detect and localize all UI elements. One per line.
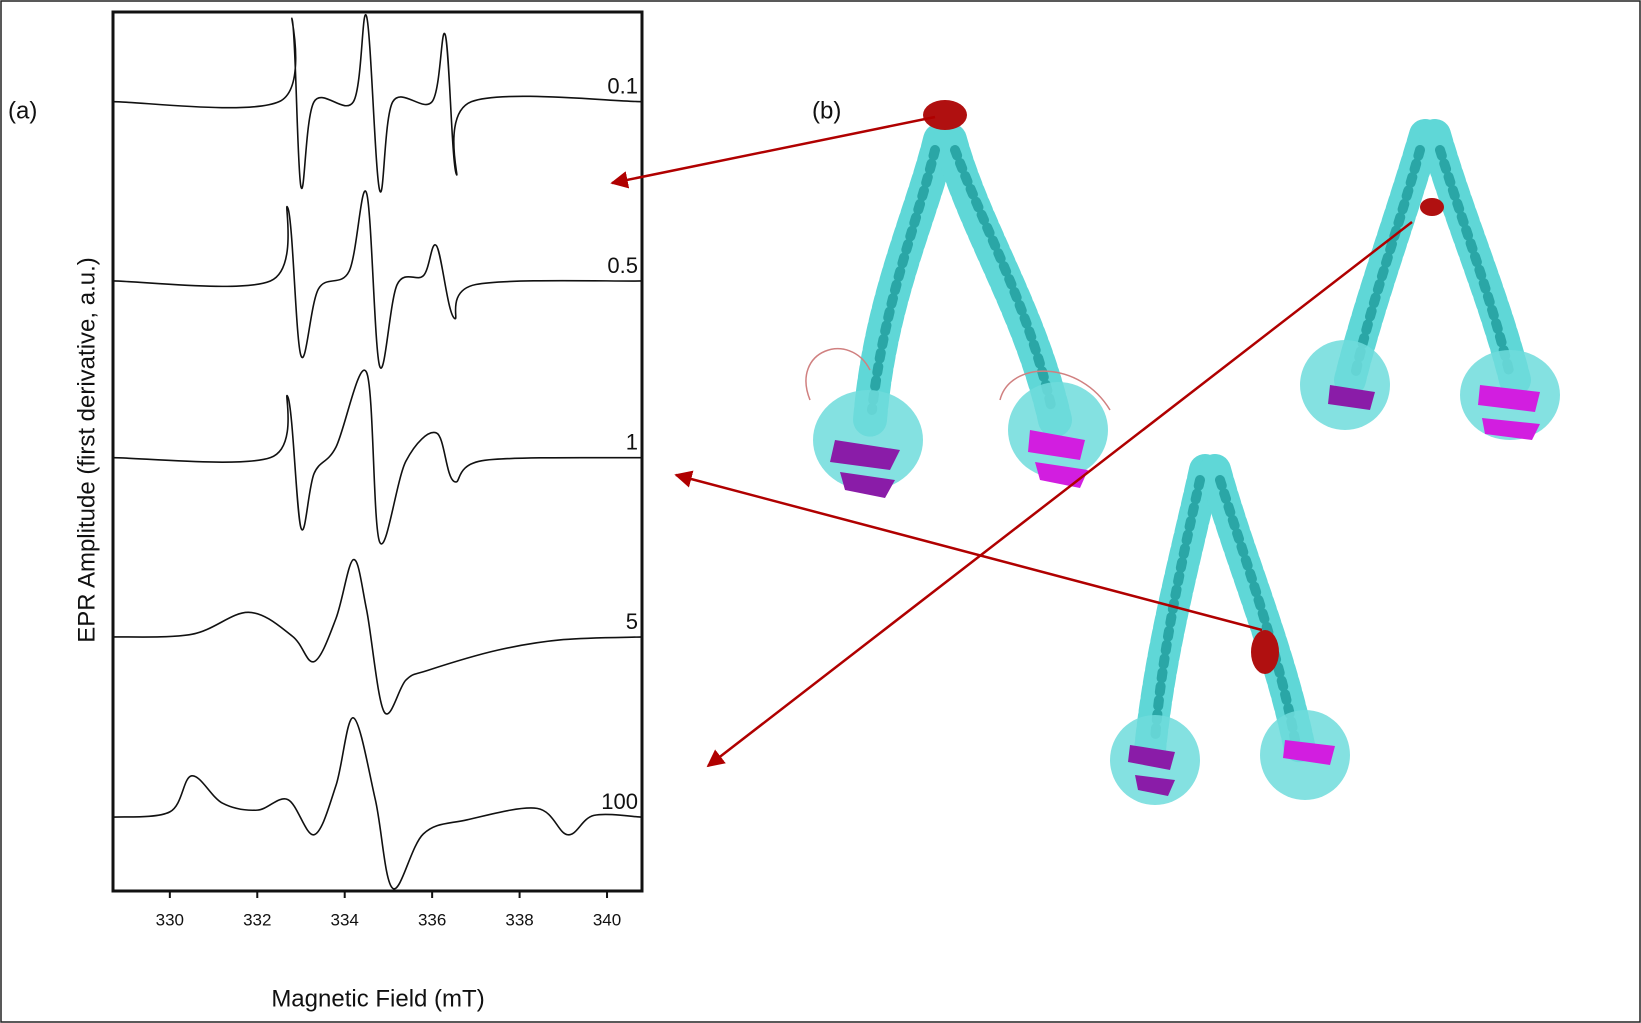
panel-label: (b) [812, 97, 841, 124]
x-tick-label: 336 [418, 910, 446, 929]
x-axis-label: Magnetic Field (mT) [271, 985, 484, 1012]
plot-frame [111, 10, 644, 893]
series-label: 0.5 [607, 253, 638, 278]
spectrum-line [112, 369, 643, 545]
series-label: 5 [626, 609, 638, 634]
protein-structure [805, 100, 1111, 498]
x-tick-label: 334 [331, 910, 359, 929]
series-label: 1 [626, 429, 638, 454]
x-tick-label: 332 [243, 910, 271, 929]
arrows [610, 115, 1413, 768]
spectrum-line [112, 717, 643, 890]
spectrum-line [112, 190, 643, 369]
x-tick-label: 340 [593, 910, 621, 929]
x-tick-label: 338 [505, 910, 533, 929]
x-tick-label: 330 [156, 910, 184, 929]
series-label: 0.1 [607, 73, 638, 98]
series-label: 100 [601, 789, 638, 814]
protein-structure [1300, 119, 1560, 440]
spectrum-line [112, 13, 643, 193]
y-axis-label: EPR Amplitude (first derivative, a.u.) [73, 257, 100, 642]
spectrum-line [112, 558, 643, 715]
panel-label: (a) [8, 97, 37, 124]
